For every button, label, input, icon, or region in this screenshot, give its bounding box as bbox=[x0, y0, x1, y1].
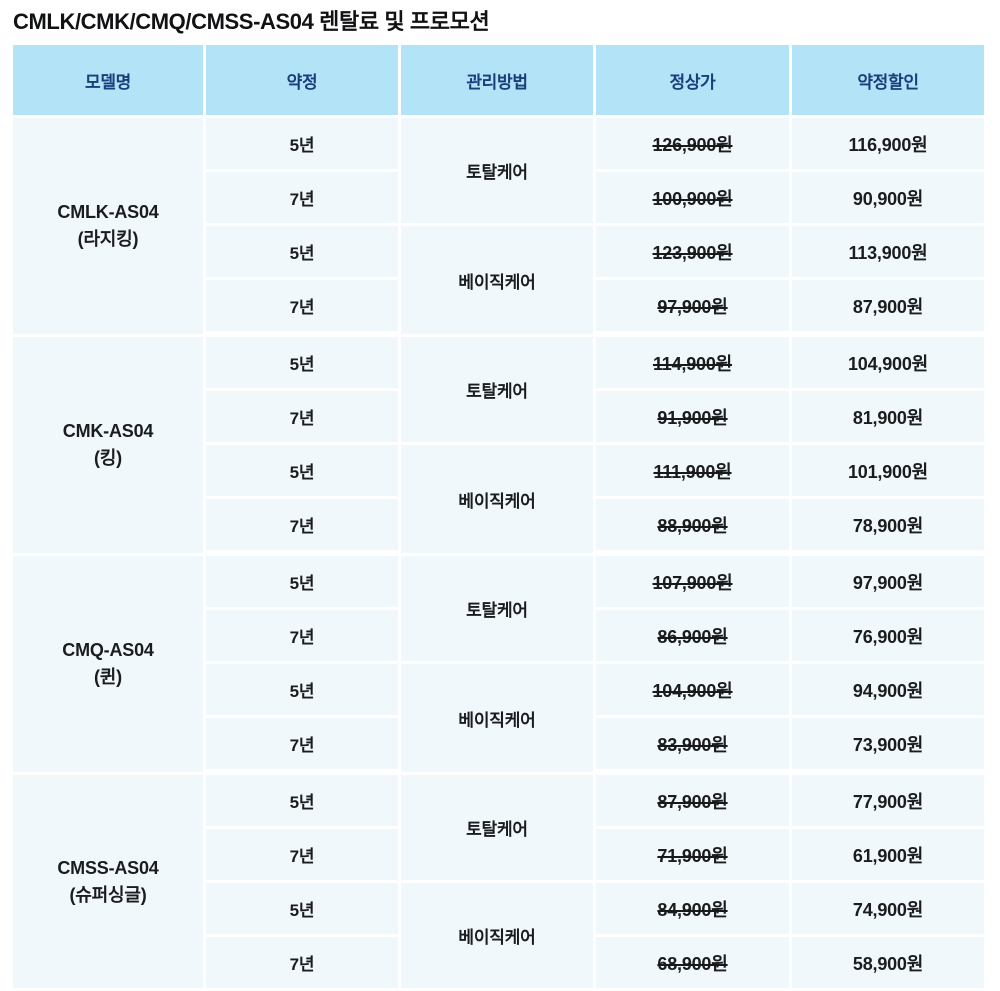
model-alias: (퀸) bbox=[94, 667, 122, 687]
column-header-normal: 정상가 bbox=[596, 45, 789, 115]
contract-term-cell: 5년 bbox=[206, 118, 398, 169]
normal-price-cell: 86,900원 bbox=[596, 610, 789, 661]
table-row: 5년 베이직케어 123,900원 113,900원 bbox=[13, 226, 984, 334]
table-row: 7년 71,900원 61,900원 bbox=[13, 829, 984, 880]
contract-term-cell: 7년 bbox=[206, 391, 398, 442]
model-name-cell: CMSS-AS04 (슈퍼싱글) bbox=[13, 775, 203, 988]
discount-price-cell: 101,900원 bbox=[792, 445, 984, 496]
table-row: 7년 91,900원 81,900원 bbox=[13, 391, 984, 442]
table-row: 7년 83,900원 73,900원 bbox=[13, 718, 984, 772]
discount-price-cell: 77,900원 bbox=[792, 775, 984, 826]
normal-price-cell: 100,900원 bbox=[596, 172, 789, 223]
model-code: CMLK-AS04 bbox=[57, 202, 159, 222]
discount-price-cell: 74,900원 bbox=[792, 883, 984, 934]
discount-price-cell: 81,900원 bbox=[792, 391, 984, 442]
care-method-cell: 베이직케어 bbox=[401, 664, 593, 772]
table-row: 7년 86,900원 76,900원 bbox=[13, 610, 984, 661]
column-header-care: 관리방법 bbox=[401, 45, 593, 115]
discount-price-cell: 97,900원 bbox=[792, 556, 984, 607]
care-method-cell: 토탈케어 bbox=[401, 118, 593, 223]
contract-term-cell: 5년 bbox=[206, 775, 398, 826]
contract-term-cell: 7년 bbox=[206, 718, 398, 772]
model-alias: (슈퍼싱글) bbox=[69, 884, 147, 905]
normal-price-cell: 97,900원 bbox=[596, 280, 789, 334]
contract-term-cell: 7년 bbox=[206, 937, 398, 988]
normal-price-cell: 68,900원 bbox=[596, 937, 789, 988]
discount-price-cell: 87,900원 bbox=[792, 280, 984, 334]
normal-price-cell: 107,900원 bbox=[596, 556, 789, 607]
discount-price-cell: 58,900원 bbox=[792, 937, 984, 988]
normal-price-cell: 91,900원 bbox=[596, 391, 789, 442]
care-method-cell: 토탈케어 bbox=[401, 775, 593, 880]
normal-price-cell: 111,900원 bbox=[596, 445, 789, 496]
contract-term-cell: 5년 bbox=[206, 226, 398, 277]
table-row: 7년 88,900원 78,900원 bbox=[13, 499, 984, 553]
table-row: CMSS-AS04 (슈퍼싱글) 5년 토탈케어 87,900원 77,900원 bbox=[13, 775, 984, 988]
contract-term-cell: 7년 bbox=[206, 610, 398, 661]
care-method-cell: 베이직케어 bbox=[401, 445, 593, 553]
pricing-page: CMLK/CMK/CMQ/CMSS-AS04 렌탈료 및 프로모션 모델명 약정… bbox=[0, 5, 1000, 991]
contract-term-cell: 7년 bbox=[206, 829, 398, 880]
discount-price-cell: 116,900원 bbox=[792, 118, 984, 169]
model-alias: (라지킹) bbox=[77, 229, 139, 249]
normal-price-cell: 123,900원 bbox=[596, 226, 789, 277]
model-name-cell: CMLK-AS04 (라지킹) bbox=[13, 118, 203, 334]
column-header-model: 모델명 bbox=[13, 45, 203, 115]
table-header: 모델명 약정 관리방법 정상가 약정할인 bbox=[13, 45, 984, 115]
normal-price-cell: 87,900원 bbox=[596, 775, 789, 826]
model-name-cell: CMQ-AS04 (퀸) bbox=[13, 556, 203, 772]
normal-price-cell: 84,900원 bbox=[596, 883, 789, 934]
model-name-cell: CMK-AS04 (킹) bbox=[13, 337, 203, 553]
care-method-cell: 토탈케어 bbox=[401, 337, 593, 442]
table-row: CMLK-AS04 (라지킹) 5년 토탈케어 126,900원 116,900원 bbox=[13, 118, 984, 334]
discount-price-cell: 94,900원 bbox=[792, 664, 984, 715]
normal-price-cell: 114,900원 bbox=[596, 337, 789, 388]
table-body: CMLK-AS04 (라지킹) 5년 토탈케어 126,900원 116,900원 7년 10… bbox=[13, 118, 984, 988]
discount-price-cell: 104,900원 bbox=[792, 337, 984, 388]
normal-price-cell: 71,900원 bbox=[596, 829, 789, 880]
normal-price-cell: 104,900원 bbox=[596, 664, 789, 715]
table-row: 5년 베이직케어 111,900원 101,900원 bbox=[13, 445, 984, 553]
table-row: 5년 베이직케어 104,900원 94,900원 bbox=[13, 664, 984, 772]
normal-price-cell: 88,900원 bbox=[596, 499, 789, 553]
discount-price-cell: 73,900원 bbox=[792, 718, 984, 772]
care-method-cell: 베이직케어 bbox=[401, 226, 593, 334]
column-header-term: 약정 bbox=[206, 45, 398, 115]
model-code: CMSS-AS04 bbox=[57, 857, 159, 878]
table-row: CMQ-AS04 (퀸) 5년 토탈케어 107,900원 97,900원 bbox=[13, 556, 984, 772]
care-method-cell: 베이직케어 bbox=[401, 883, 593, 988]
normal-price-cell: 126,900원 bbox=[596, 118, 789, 169]
contract-term-cell: 5년 bbox=[206, 883, 398, 934]
discount-price-cell: 90,900원 bbox=[792, 172, 984, 223]
model-alias: (킹) bbox=[94, 448, 122, 468]
rental-price-table: 모델명 약정 관리방법 정상가 약정할인 CMLK-AS04 (라지킹) 5년 토탈케… bbox=[10, 42, 987, 991]
care-method-cell: 토탈케어 bbox=[401, 556, 593, 661]
contract-term-cell: 7년 bbox=[206, 280, 398, 334]
contract-term-cell: 5년 bbox=[206, 445, 398, 496]
model-code: CMQ-AS04 bbox=[62, 640, 154, 660]
page-title: CMLK/CMK/CMQ/CMSS-AS04 렌탈료 및 프로모션 bbox=[13, 9, 490, 34]
contract-term-cell: 5년 bbox=[206, 337, 398, 388]
discount-price-cell: 113,900원 bbox=[792, 226, 984, 277]
discount-price-cell: 76,900원 bbox=[792, 610, 984, 661]
column-header-discount: 약정할인 bbox=[792, 45, 984, 115]
contract-term-cell: 5년 bbox=[206, 556, 398, 607]
header-row: 모델명 약정 관리방법 정상가 약정할인 bbox=[13, 45, 984, 115]
discount-price-cell: 78,900원 bbox=[792, 499, 984, 553]
contract-term-cell: 7년 bbox=[206, 499, 398, 553]
contract-term-cell: 5년 bbox=[206, 664, 398, 715]
table-row: 7년 100,900원 90,900원 bbox=[13, 172, 984, 223]
table-row: CMK-AS04 (킹) 5년 토탈케어 114,900원 104,900원 bbox=[13, 337, 984, 553]
contract-term-cell: 7년 bbox=[206, 172, 398, 223]
normal-price-cell: 83,900원 bbox=[596, 718, 789, 772]
table-row: 5년 베이직케어 84,900원 74,900원 bbox=[13, 883, 984, 988]
table-row: 7년 97,900원 87,900원 bbox=[13, 280, 984, 334]
model-code: CMK-AS04 bbox=[62, 421, 154, 441]
discount-price-cell: 61,900원 bbox=[792, 829, 984, 880]
